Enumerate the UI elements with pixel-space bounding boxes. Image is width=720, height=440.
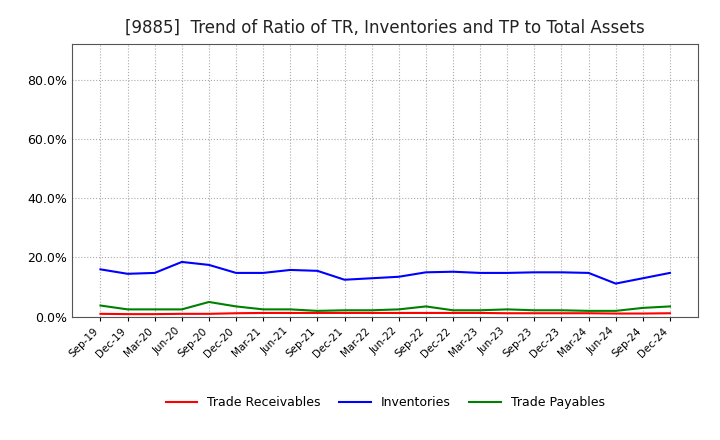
Inventories [96, 267, 105, 272]
Trade Payables [421, 304, 430, 309]
Inventories [449, 269, 457, 275]
Inventories [530, 270, 539, 275]
Trade Receivables [123, 312, 132, 317]
Line: Trade Payables: Trade Payables [101, 302, 670, 311]
Inventories [421, 270, 430, 275]
Line: Trade Receivables: Trade Receivables [101, 313, 670, 314]
Inventories [232, 270, 240, 275]
Trade Receivables [503, 311, 511, 316]
Trade Receivables [449, 310, 457, 315]
Trade Receivables [611, 311, 620, 316]
Inventories [367, 275, 376, 281]
Trade Payables [503, 307, 511, 312]
Inventories [286, 268, 294, 273]
Inventories [313, 268, 322, 274]
Trade Payables [584, 308, 593, 314]
Trade Payables [395, 307, 403, 312]
Trade Payables [341, 308, 349, 313]
Trade Payables [476, 308, 485, 313]
Trade Payables [96, 303, 105, 308]
Inventories [476, 270, 485, 275]
Trade Receivables [259, 310, 268, 315]
Trade Receivables [204, 311, 213, 316]
Inventories [557, 270, 566, 275]
Trade Payables [123, 307, 132, 312]
Inventories [584, 270, 593, 275]
Trade Receivables [313, 310, 322, 315]
Inventories [665, 270, 674, 275]
Trade Receivables [584, 311, 593, 316]
Trade Receivables [286, 310, 294, 315]
Inventories [503, 270, 511, 275]
Inventories [123, 271, 132, 276]
Trade Receivables [395, 310, 403, 315]
Trade Payables [557, 308, 566, 313]
Trade Payables [232, 304, 240, 309]
Title: [9885]  Trend of Ratio of TR, Inventories and TP to Total Assets: [9885] Trend of Ratio of TR, Inventories… [125, 19, 645, 37]
Trade Receivables [341, 310, 349, 315]
Trade Receivables [367, 310, 376, 315]
Inventories [178, 259, 186, 264]
Inventories [395, 274, 403, 279]
Trade Receivables [96, 311, 105, 316]
Inventories [341, 277, 349, 282]
Trade Receivables [557, 311, 566, 316]
Legend: Trade Receivables, Inventories, Trade Payables: Trade Receivables, Inventories, Trade Pa… [161, 391, 610, 414]
Trade Payables [665, 304, 674, 309]
Trade Payables [313, 308, 322, 314]
Trade Payables [449, 308, 457, 313]
Trade Receivables [476, 310, 485, 315]
Inventories [611, 281, 620, 286]
Inventories [259, 270, 268, 275]
Trade Receivables [150, 312, 159, 317]
Inventories [204, 262, 213, 268]
Trade Payables [259, 307, 268, 312]
Trade Receivables [530, 311, 539, 316]
Trade Payables [204, 299, 213, 304]
Trade Payables [178, 307, 186, 312]
Inventories [150, 270, 159, 275]
Trade Receivables [639, 311, 647, 316]
Trade Payables [530, 308, 539, 313]
Trade Receivables [232, 311, 240, 316]
Trade Receivables [665, 311, 674, 316]
Inventories [639, 275, 647, 281]
Trade Payables [611, 308, 620, 314]
Line: Inventories: Inventories [101, 262, 670, 284]
Trade Payables [367, 308, 376, 313]
Trade Payables [150, 307, 159, 312]
Trade Payables [639, 305, 647, 311]
Trade Receivables [421, 310, 430, 315]
Trade Receivables [178, 311, 186, 316]
Trade Payables [286, 307, 294, 312]
